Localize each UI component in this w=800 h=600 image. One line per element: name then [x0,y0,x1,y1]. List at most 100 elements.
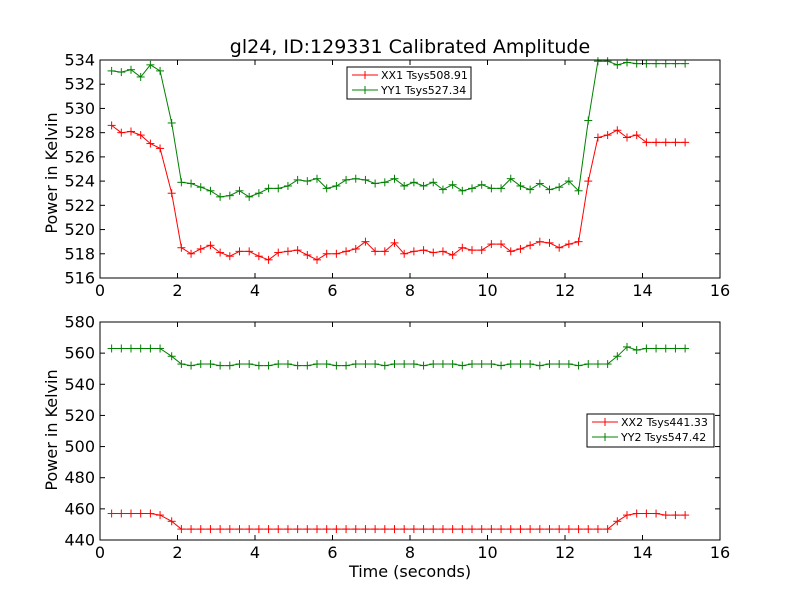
top-series-0-point [584,177,593,186]
top-series-0-point [652,138,661,147]
top-series-1-point [196,183,205,192]
bottom-series-0-point [235,525,244,534]
bottom-series-1-point [216,361,225,370]
bottom-series-0-point [293,525,302,534]
top-series-0-point [555,243,564,252]
bottom-series-0-point [107,509,116,518]
top-series-1-point [187,179,196,188]
bottom-ytick-label: 560 [64,344,95,363]
bottom-series-1-point [351,360,360,369]
bottom-series-1-point [574,361,583,370]
top-series-0-point [177,243,186,252]
bottom-series-0-point [458,525,467,534]
top-series-0-point [642,138,651,147]
bottom-series-1-point [107,344,116,353]
top-series-1-point [136,72,145,81]
top-series-0-point [216,248,225,257]
top-series-0-point [613,126,622,135]
top-xtick-label: 0 [95,281,105,300]
top-series-0-point [342,247,351,256]
top-series-0-point [400,249,409,258]
top-series-0-point [506,247,515,256]
bottom-ytick-label: 540 [64,375,95,394]
top-legend-label-1: YY1 Tsys527.34 [380,84,466,97]
top-series-0-point [526,241,535,250]
top-ytick-label: 524 [64,172,95,191]
bottom-series-1-point [390,360,399,369]
top-series-0-point [603,131,612,140]
top-series-1-point [545,185,554,194]
bottom-legend-label-1: YY2 Tsys547.42 [620,431,706,444]
bottom-xtick-label: 2 [172,543,182,562]
bottom-xtick-label: 8 [405,543,415,562]
top-series-0-point [274,248,283,257]
top-legend: XX1 Tsys508.91 YY1 Tsys527.34 [346,66,472,100]
bottom-series-1-point [117,344,126,353]
bottom-xtick-label: 0 [95,543,105,562]
top-ylabel: Power in Kelvin [42,112,61,233]
top-series-1-point [235,186,244,195]
top-series-1-point [642,59,651,68]
bottom-series-0-point [283,525,292,534]
bottom-series-0-point [216,525,225,534]
bottom-series-1-point [429,360,438,369]
bottom-series-0-point [487,525,496,534]
top-series-1-point [477,180,486,189]
bottom-series-0-point [332,525,341,534]
top-series-1-point [419,181,428,190]
top-series-1-point [342,175,351,184]
top-series-1-point [681,59,690,68]
top-series-1-point [468,184,476,193]
top-series-0-point [458,243,467,252]
top-plot-area [107,57,690,264]
bottom-series-0-point [526,525,535,534]
top-series-0-point [371,247,380,256]
top-ytick-label: 532 [64,75,95,94]
bottom-series-1-point [225,361,234,370]
bottom-series-0-point [429,525,438,534]
bottom-series-1-point [187,361,196,370]
bottom-series-1-point [487,360,496,369]
bottom-series-1-point [127,344,135,353]
bottom-series-0-point [303,525,312,534]
top-series-1-point [574,186,583,195]
top-series-1-point [593,57,602,66]
top-series-0-point [448,250,457,259]
bottom-series-1-point [293,361,302,370]
bottom-series-1-point [613,352,622,361]
bottom-series-1-point [342,361,351,370]
bottom-series-0-point [380,525,389,534]
bottom-series-0-point [146,509,155,518]
top-series-0-point [254,252,263,261]
top-series-1-point [283,181,292,190]
bottom-series-1-point [671,344,680,353]
top-series-1-point [264,184,273,193]
top-series-0-point [564,240,573,249]
bottom-series-0-point [555,525,564,534]
bottom-series-0-point [322,525,331,534]
top-series-1-point [400,181,409,190]
top-series-1-point [117,68,126,77]
top-series-0-point [545,238,554,247]
top-series-0-point [313,255,321,264]
top-series-1-point [497,184,506,193]
bottom-series-0-point [351,525,360,534]
bottom-series-1-point [264,361,273,370]
bottom-series-0-point [468,525,476,534]
top-series-1-point [671,59,680,68]
bottom-series-0-point [390,525,399,534]
top-series-1-point [254,189,263,198]
bottom-xtick-label: 12 [555,543,575,562]
top-series-0-point [332,249,341,258]
top-xtick-label: 8 [405,281,415,300]
top-legend-box [346,66,472,100]
top-series-1-point [303,177,312,186]
bottom-series-0-point [117,509,126,518]
top-series-1-point [371,179,380,188]
top-series-1-point [274,184,283,193]
top-series-0-point [156,144,165,153]
top-chart: Power in Kelvin 0 2 4 6 8 10 12 14 16 516 518 520 52… [42,51,730,301]
top-series-0-point [593,133,602,142]
bottom-series-1-point [545,360,554,369]
top-series-0-point [146,139,155,148]
